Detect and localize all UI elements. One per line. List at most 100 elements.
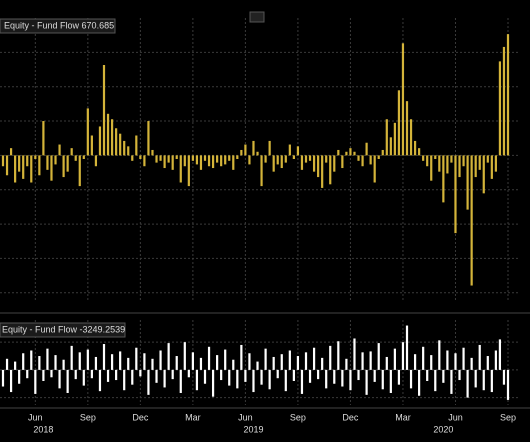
bar <box>18 369 21 384</box>
bar <box>401 342 405 370</box>
bar <box>470 155 473 286</box>
bar <box>280 155 283 169</box>
bar <box>337 341 340 370</box>
bar <box>308 369 312 383</box>
bar <box>216 155 219 163</box>
bar <box>163 369 166 388</box>
bar <box>50 369 53 378</box>
bar <box>308 155 312 161</box>
bar <box>34 369 37 394</box>
bar <box>474 155 477 178</box>
legend-box <box>0 322 126 338</box>
bar <box>470 357 473 370</box>
bar <box>139 155 142 159</box>
bar <box>54 155 57 165</box>
bar <box>127 146 130 156</box>
bar <box>333 369 336 384</box>
x-tick-label: Dec <box>132 412 149 422</box>
bar <box>86 349 89 370</box>
bar <box>236 369 239 389</box>
bar <box>389 369 392 393</box>
legend-entry: Equity - Fund Flow -3249.2539 <box>2 325 125 335</box>
bar <box>248 353 251 370</box>
legend-value: 670.685 <box>82 21 115 31</box>
bar <box>442 155 445 203</box>
bar <box>115 128 118 156</box>
bar <box>490 155 493 179</box>
bar <box>38 356 41 370</box>
bar <box>220 369 223 381</box>
bar <box>167 155 170 163</box>
bar <box>143 353 146 370</box>
menu-icon[interactable] <box>249 11 265 23</box>
bar <box>478 344 481 370</box>
bar <box>127 357 130 370</box>
bar <box>151 149 154 156</box>
bar <box>369 155 372 165</box>
bar <box>317 155 320 178</box>
bar <box>179 369 182 393</box>
bar <box>46 155 49 170</box>
bar <box>5 358 9 370</box>
bar <box>14 361 17 370</box>
bar <box>401 43 405 156</box>
bar <box>90 135 93 156</box>
bar <box>292 369 295 381</box>
bar <box>365 369 368 395</box>
bar <box>110 119 114 156</box>
bar <box>389 137 392 156</box>
bar <box>276 155 279 165</box>
bar <box>349 369 352 391</box>
bar <box>135 347 138 370</box>
bar <box>252 140 255 156</box>
legend-name: Equity - Fund Flow <box>2 325 78 335</box>
bar <box>466 155 469 210</box>
bar <box>159 155 162 161</box>
bar <box>203 155 207 161</box>
bar <box>155 369 158 383</box>
bar <box>325 369 328 389</box>
bar <box>143 155 146 167</box>
bar <box>361 352 364 370</box>
bar <box>62 155 65 178</box>
x-tick-label: Sep <box>290 412 306 422</box>
bar <box>98 126 102 156</box>
bar <box>50 155 53 181</box>
x-tick-label: Sep <box>500 412 516 422</box>
bar <box>155 155 158 163</box>
bar <box>300 155 304 170</box>
bar <box>304 155 308 163</box>
bar <box>446 350 449 370</box>
bar <box>312 347 316 370</box>
bar <box>5 155 9 176</box>
x-tick-label: Sep <box>80 412 96 422</box>
bar <box>462 155 465 167</box>
bar <box>224 155 227 165</box>
bar <box>494 350 497 370</box>
bar <box>430 155 433 181</box>
bar <box>179 155 182 183</box>
x-tick-label: Jun <box>28 412 43 422</box>
bar <box>22 353 25 370</box>
x-tick-label: Mar <box>185 412 201 422</box>
bar <box>66 369 69 393</box>
bar <box>478 155 481 170</box>
bar <box>377 343 380 370</box>
bar <box>30 155 33 183</box>
bar <box>62 359 65 370</box>
bar <box>131 155 134 161</box>
bar <box>304 352 308 370</box>
bar <box>151 358 154 370</box>
bar <box>147 121 150 156</box>
bar <box>422 346 425 370</box>
bar <box>147 369 150 395</box>
bar <box>381 149 384 156</box>
bar <box>232 359 235 370</box>
bar <box>397 369 401 385</box>
bar <box>369 351 372 370</box>
bar <box>450 369 453 394</box>
bar <box>486 155 489 163</box>
bar <box>14 155 17 183</box>
bar <box>74 155 77 161</box>
